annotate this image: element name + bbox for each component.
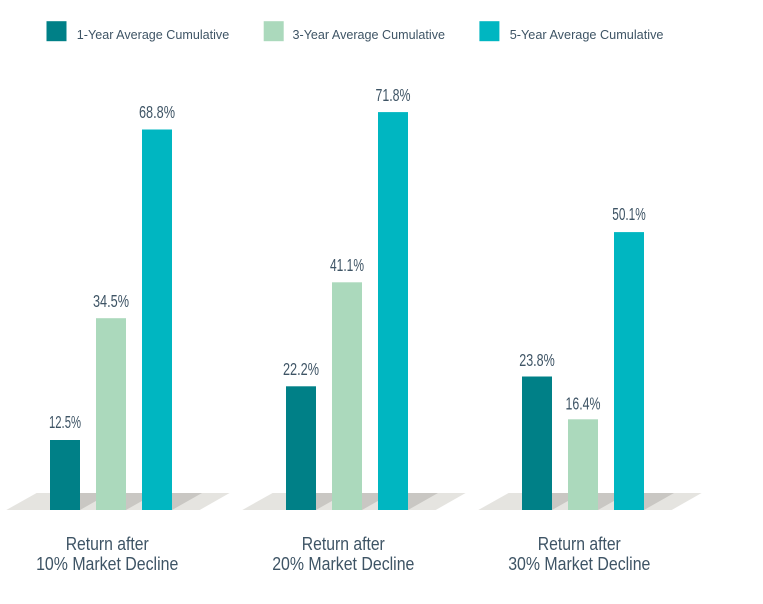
svg-text:12.5%: 12.5%	[49, 412, 81, 432]
svg-text:Return after: Return after	[538, 534, 621, 554]
svg-text:30% Market Decline: 30% Market Decline	[508, 554, 650, 574]
svg-text:10% Market Decline: 10% Market Decline	[36, 554, 178, 574]
svg-text:Return after: Return after	[66, 534, 149, 554]
svg-text:Return after: Return after	[302, 534, 385, 554]
svg-text:5-Year Average Cumulative: 5-Year Average Cumulative	[510, 27, 664, 42]
svg-text:1-Year Average Cumulative: 1-Year Average Cumulative	[77, 27, 229, 42]
svg-text:68.8%: 68.8%	[139, 102, 175, 122]
svg-text:20% Market Decline: 20% Market Decline	[272, 554, 414, 574]
svg-text:50.1%: 50.1%	[612, 204, 646, 224]
svg-text:41.1%: 41.1%	[330, 255, 364, 275]
svg-text:3-Year Average Cumulative: 3-Year Average Cumulative	[293, 27, 446, 42]
svg-text:34.5%: 34.5%	[93, 291, 129, 311]
svg-text:16.4%: 16.4%	[566, 393, 601, 413]
svg-text:71.8%: 71.8%	[376, 85, 411, 105]
svg-text:23.8%: 23.8%	[519, 350, 555, 370]
svg-text:22.2%: 22.2%	[283, 359, 319, 379]
